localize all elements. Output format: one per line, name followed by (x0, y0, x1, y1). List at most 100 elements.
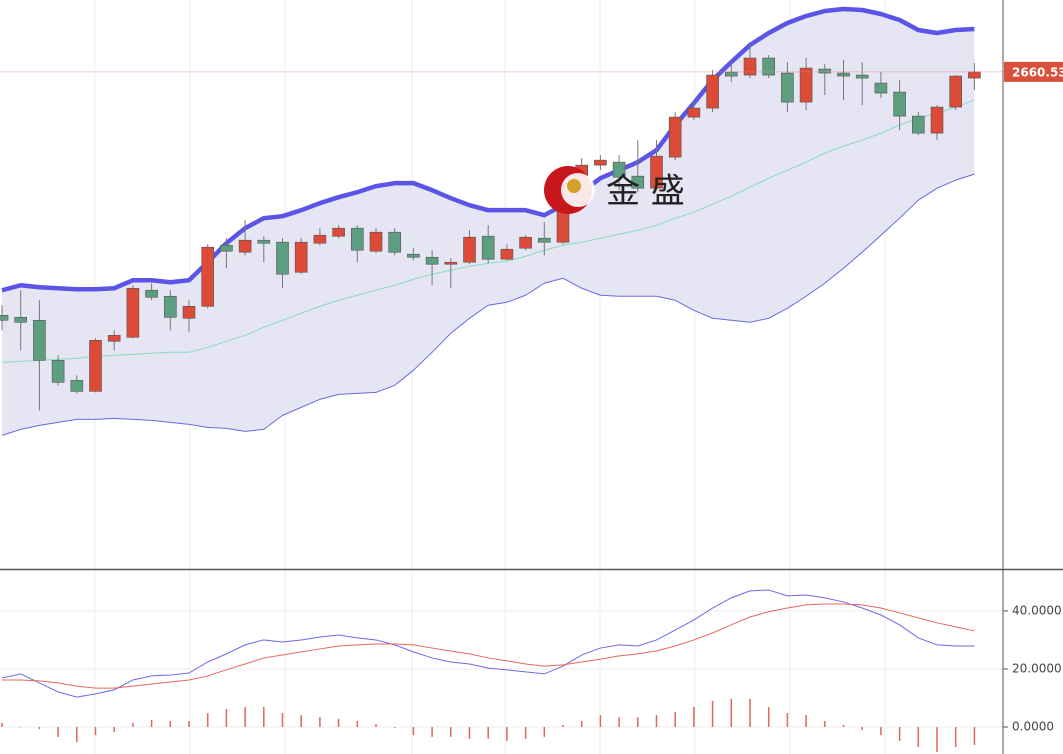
candle-body (107, 334, 121, 342)
histogram-bar (655, 715, 658, 728)
candle-body (463, 236, 476, 263)
band-line (1, 99, 975, 363)
histogram-bar (337, 718, 340, 728)
histogram-bar (898, 727, 901, 741)
candle-body (164, 295, 177, 318)
candle-body (425, 256, 439, 265)
histogram-bar (973, 727, 976, 746)
histogram-bar (487, 727, 489, 739)
histogram-bar (263, 706, 265, 728)
histogram-bar (450, 727, 452, 737)
histogram-bar (543, 727, 546, 737)
histogram-bar (637, 717, 639, 728)
candle-body (51, 360, 65, 383)
candle-body (0, 314, 9, 321)
candle-body (350, 227, 364, 251)
histogram-bar (188, 720, 190, 728)
candle-body (930, 106, 944, 134)
histogram-bar (94, 727, 97, 736)
candle-body (874, 82, 888, 94)
candle-body (781, 72, 794, 103)
histogram-bar (506, 727, 508, 741)
candle-body (257, 239, 271, 244)
candle-body (481, 235, 495, 260)
candle-body (332, 227, 345, 237)
candle-body (818, 68, 832, 74)
candle-body (294, 241, 308, 273)
histogram-bar (431, 727, 433, 737)
histogram-bar (711, 700, 714, 728)
histogram-bar (132, 722, 134, 728)
histogram-bar (244, 706, 246, 728)
band-line (1, 173, 975, 436)
candle-body (145, 289, 158, 298)
histogram-bar (749, 698, 751, 728)
histogram-bar (599, 715, 602, 728)
histogram-bar (319, 717, 321, 728)
histogram-bar (805, 715, 807, 728)
histogram-bar (861, 727, 863, 730)
y-tick-label: 0.0000 (1012, 720, 1054, 734)
candle-body (837, 72, 850, 77)
histogram-bar (767, 706, 770, 728)
histogram-bar (468, 727, 471, 739)
candle-body (407, 253, 420, 258)
histogram-bar (356, 720, 359, 728)
candle-body (743, 57, 757, 76)
candle-body (70, 380, 84, 392)
histogram-bar (300, 715, 302, 728)
histogram-bar (730, 698, 733, 728)
macd-line (2, 603, 975, 689)
histogram-bar (76, 727, 78, 743)
macd-panel (0, 589, 1008, 752)
histogram-bar (954, 727, 957, 748)
candle-body (276, 241, 289, 275)
last-price-label: 2660.53 (1012, 65, 1063, 79)
candle-body (126, 287, 140, 338)
histogram-bar (618, 717, 620, 728)
candle-body (855, 74, 869, 79)
candle-body (182, 305, 196, 319)
histogram-bar (880, 727, 882, 736)
candle-body (968, 71, 981, 79)
candle-body (893, 91, 906, 117)
histogram-bar (393, 727, 396, 728)
candle-body (220, 244, 233, 252)
candle-body (238, 239, 252, 253)
candle-body (687, 107, 701, 118)
candle-body (388, 231, 402, 253)
band-line (1, 6, 975, 293)
histogram-bar (38, 727, 41, 730)
watermark-text: 金 盛 (606, 172, 685, 212)
histogram-bar (580, 720, 583, 728)
candle-body (762, 57, 776, 76)
candle-body (612, 161, 626, 178)
candle-body (594, 159, 607, 166)
histogram-bar (824, 720, 826, 728)
histogram-bar (936, 727, 938, 752)
candle-body (650, 155, 663, 189)
candle-body (668, 116, 682, 158)
histogram-bar (57, 727, 59, 737)
candle-body (33, 319, 46, 361)
last-price-box (1004, 61, 1063, 82)
y-tick-label: 20.0000 (1012, 661, 1062, 675)
histogram-bar (225, 709, 228, 728)
histogram-bar (786, 713, 789, 728)
candle-body (369, 231, 383, 252)
candle-body (313, 234, 327, 244)
candle-body (706, 74, 719, 109)
histogram-bar (917, 727, 920, 748)
histogram-bar (206, 713, 209, 728)
candle-body (201, 246, 214, 307)
candle-body (724, 71, 738, 77)
price-panel (0, 6, 1003, 436)
macd-line (1, 589, 975, 698)
histogram-bar (281, 713, 284, 728)
band-fill (2, 9, 975, 436)
histogram-bar (674, 711, 676, 728)
histogram-bar (412, 727, 415, 736)
candle-body (14, 316, 27, 323)
histogram-bar (524, 727, 527, 739)
